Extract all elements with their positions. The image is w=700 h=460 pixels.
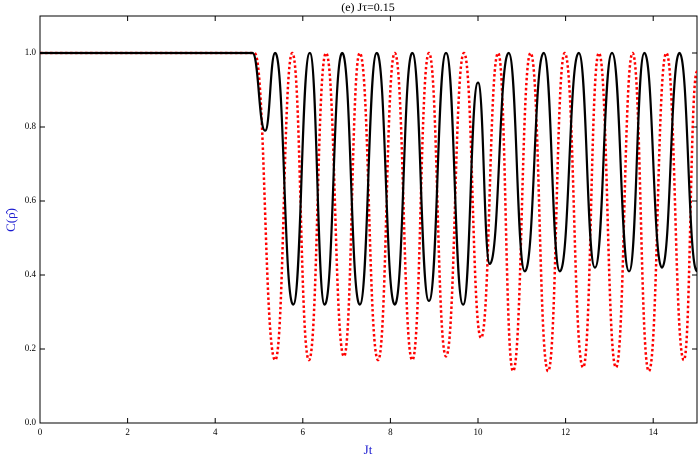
y-tick-label: 0.6 <box>25 195 37 205</box>
y-tick-label: 0.0 <box>25 417 37 427</box>
x-tick-label: 8 <box>388 427 393 437</box>
y-axis-label: C(ρ̂) <box>3 208 18 232</box>
y-tick-label: 0.8 <box>25 121 37 131</box>
x-tick-label: 10 <box>474 427 484 437</box>
x-tick-label: 12 <box>561 427 570 437</box>
plot-frame <box>39 15 698 424</box>
x-tick-label: 4 <box>213 427 218 437</box>
x-tick-label: 0 <box>38 427 43 437</box>
series-line <box>40 51 697 306</box>
x-tick-label: 6 <box>301 427 306 437</box>
x-tick-label: 14 <box>649 427 659 437</box>
y-tick-label: 0.4 <box>25 269 37 279</box>
x-axis-label: Jt <box>364 442 373 457</box>
x-tick-label: 2 <box>125 427 130 437</box>
chart-title: (e) Jτ=0.15 <box>341 0 395 14</box>
y-tick-label: 0.2 <box>25 343 36 353</box>
series-line <box>40 51 697 373</box>
y-tick-label: 1.0 <box>25 47 37 57</box>
